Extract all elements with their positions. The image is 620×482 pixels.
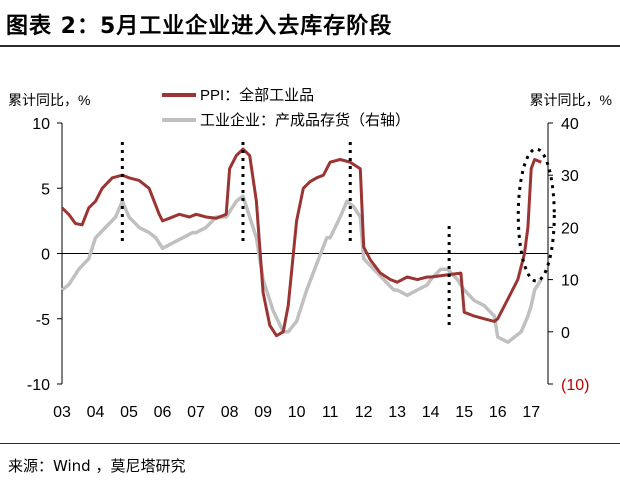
x-tick-label: 10 [288,404,306,421]
series-line-ppi [60,147,542,338]
x-tick-label: 17 [522,404,540,421]
x-tick-label: 04 [87,404,105,421]
right-axis-unit: 累计同比，% [530,92,612,108]
left-axis-unit: 累计同比，% [8,92,90,108]
right-tick-label: 0 [561,325,570,342]
source-rule [0,443,620,444]
chart-title: 图表 2：5月工业企业进入去库存阶段 [6,14,393,39]
source-note: 来源：Wind ，莫尼塔研究 [8,457,186,475]
x-tick-label: 15 [455,404,473,421]
x-tick-label: 14 [422,404,440,421]
right-tick-label: 30 [561,168,579,185]
x-tick-label: 03 [53,404,71,421]
left-tick-label: 10 [32,116,50,133]
right-tick-label: 40 [561,116,579,133]
right-tick-label: (10) [561,377,589,394]
right-tick-label: 20 [561,220,579,237]
x-tick-label: 13 [388,404,406,421]
legend-label: PPI：全部工业品 [200,86,314,104]
right-tick-label: 10 [561,273,579,290]
x-tick-label: 07 [187,404,205,421]
x-tick-label: 05 [120,404,138,421]
left-tick-label: -5 [36,312,50,329]
x-tick-label: 16 [489,404,507,421]
legend-label: 工业企业：产成品存货（右轴） [200,111,410,129]
left-tick-label: -10 [27,377,50,394]
x-tick-label: 06 [154,404,172,421]
series-line-inventory [60,194,543,344]
left-tick-label: 0 [41,247,50,264]
title-rule [0,45,620,47]
x-tick-label: 11 [322,404,339,421]
x-tick-label: 12 [355,404,373,421]
highlight-ellipse [516,147,556,283]
x-tick-label: 09 [254,404,272,421]
left-tick-label: 5 [41,181,50,198]
x-tick-label: 08 [221,404,239,421]
